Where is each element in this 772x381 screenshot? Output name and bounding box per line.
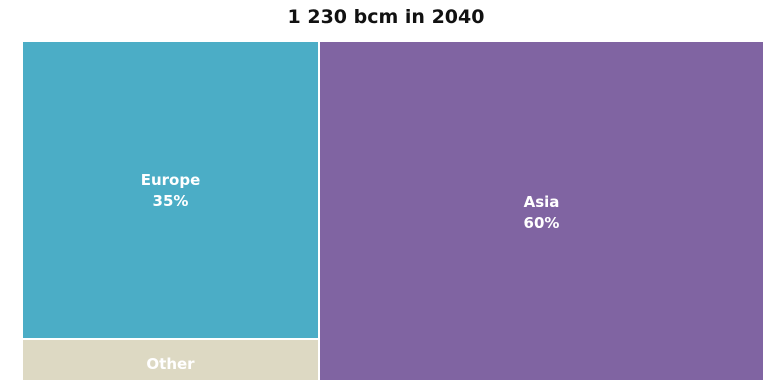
tile-label-other: Other [23, 354, 318, 375]
tile-name-europe: Europe [140, 171, 201, 189]
chart-title: 1 230 bcm in 2040 [287, 6, 485, 28]
tile-label-asia: Asia 60% [320, 192, 763, 234]
treemap-tile-other: Other [22, 339, 319, 381]
tile-name-other: Other [146, 355, 195, 373]
treemap-tile-asia: Asia 60% [319, 41, 764, 381]
treemap: Europe 35% Other Asia 60% [22, 41, 764, 381]
tile-percent-europe: 35% [152, 192, 189, 210]
tile-percent-asia: 60% [523, 214, 560, 232]
treemap-tile-europe: Europe 35% [22, 41, 319, 339]
tile-name-asia: Asia [523, 193, 560, 211]
tile-label-europe: Europe 35% [23, 170, 318, 212]
